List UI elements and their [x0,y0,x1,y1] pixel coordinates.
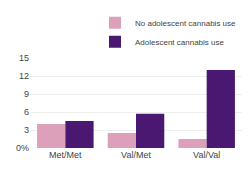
svg-text:3: 3 [24,125,29,135]
svg-text:12: 12 [19,71,29,81]
svg-text:6: 6 [24,107,29,117]
svg-text:0%: 0% [16,143,29,153]
svg-text:Val/Met: Val/Met [121,150,151,160]
svg-text:Met/Met: Met/Met [49,150,82,160]
svg-text:15: 15 [19,53,29,63]
svg-text:Adolescent cannabis use: Adolescent cannabis use [135,38,225,47]
svg-text:No adolescent cannabis use: No adolescent cannabis use [135,19,236,28]
svg-text:Val/Val: Val/Val [193,150,220,160]
svg-text:9: 9 [24,89,29,99]
